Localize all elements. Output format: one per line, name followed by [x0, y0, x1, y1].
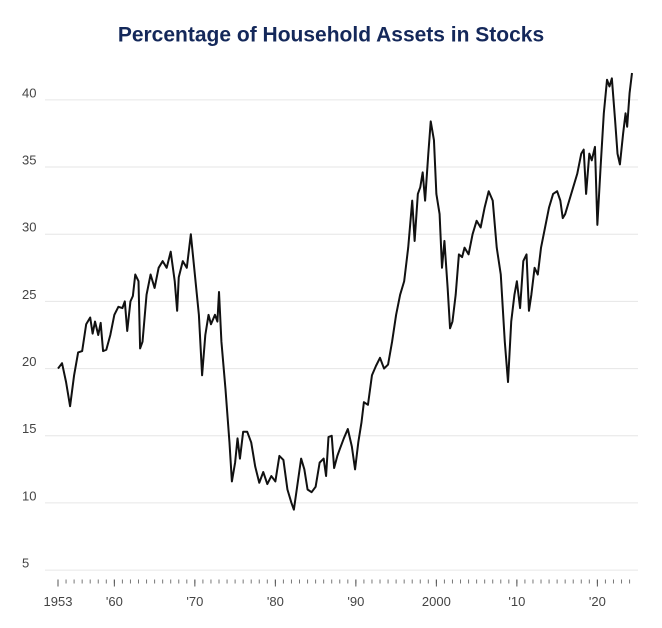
x-tick-label: '20	[589, 594, 606, 609]
y-tick-label: 35	[22, 152, 36, 167]
data-line	[57, 72, 633, 511]
y-tick-label: 20	[22, 354, 36, 369]
y-tick-label: 15	[22, 421, 36, 436]
x-tick-label: 1953	[44, 594, 73, 609]
x-tick-label: 2000	[422, 594, 451, 609]
x-tick-label: '10	[508, 594, 525, 609]
y-tick-label: 25	[22, 287, 36, 302]
x-tick-label: '90	[347, 594, 364, 609]
chart-title: Percentage of Household Assets in Stocks	[118, 24, 544, 47]
y-tick-label: 10	[22, 488, 36, 503]
y-tick-label: 40	[22, 85, 36, 100]
x-tick-label: '80	[267, 594, 284, 609]
x-tick-label: '70	[186, 594, 203, 609]
y-tick-label: 5	[22, 556, 29, 571]
x-tick-label: '60	[106, 594, 123, 609]
y-tick-label: 30	[22, 220, 36, 235]
